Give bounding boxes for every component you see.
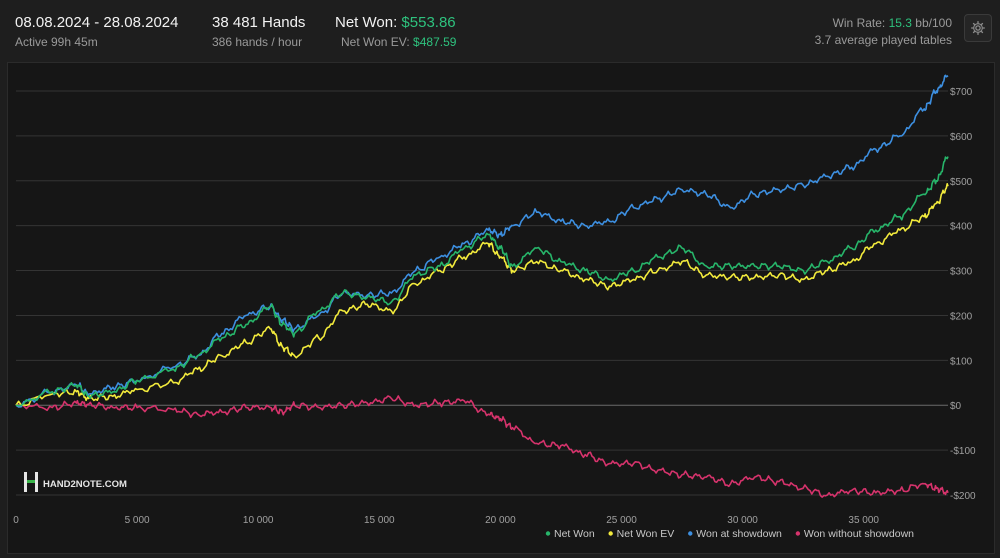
y-tick-label: $300 bbox=[950, 267, 973, 278]
profit-chart: -$200 -$100 $0 $100 $200 $300 $400 $500 $600 $700… bbox=[13, 74, 976, 540]
x-tick-label: 35 000 bbox=[848, 515, 879, 526]
net-won-summary: Net Won: $553.86 bbox=[335, 14, 456, 31]
y-tick-label: -$100 bbox=[950, 446, 976, 457]
legend-label-no_showdown: Won without showdown bbox=[804, 528, 914, 540]
x-tick-label: 10 000 bbox=[243, 515, 274, 526]
x-tick-label: 30 000 bbox=[727, 515, 758, 526]
net-won-ev-label: Net Won EV: bbox=[341, 35, 410, 49]
legend-marker-net_won bbox=[545, 531, 551, 536]
x-tick-label: 25 000 bbox=[606, 515, 637, 526]
win-rate-value: 15.3 bbox=[888, 16, 912, 30]
legend-marker-no_showdown bbox=[795, 531, 801, 536]
hand2note-logo: HAND2NOTE.COM bbox=[24, 472, 127, 492]
legend-label-showdown: Won at showdown bbox=[696, 528, 782, 540]
net-won-label: Net Won: bbox=[335, 14, 398, 31]
y-tick-label: $500 bbox=[950, 177, 973, 188]
y-tick-label: -$200 bbox=[950, 491, 976, 502]
y-tick-label: $700 bbox=[950, 87, 973, 98]
stats-header: 08.08.2024 - 28.08.2024 Active 99h 45m 3… bbox=[0, 0, 1000, 62]
x-tick-label: 15 000 bbox=[364, 515, 395, 526]
legend-label-net_won: Net Won bbox=[554, 528, 595, 540]
legend-marker-net_won_ev bbox=[608, 531, 613, 536]
date-range: 08.08.2024 - 28.08.2024 bbox=[15, 14, 179, 31]
series-line-showdown bbox=[15, 74, 949, 408]
date-block: 08.08.2024 - 28.08.2024 Active 99h 45m bbox=[15, 14, 178, 49]
win-rate: Win Rate: 15.3 bb/100 bbox=[815, 16, 952, 30]
y-tick-label: $0 bbox=[950, 401, 962, 412]
legend-marker-showdown bbox=[688, 531, 693, 536]
series-line-no_showdown bbox=[15, 395, 949, 498]
net-won-ev-value: $487.59 bbox=[413, 35, 457, 49]
logo-text: HAND2NOTE.COM bbox=[43, 479, 127, 490]
y-tick-label: $600 bbox=[950, 132, 973, 143]
y-tick-label: $400 bbox=[950, 222, 973, 233]
net-won-value: $553.86 bbox=[401, 14, 456, 31]
series-line-net_won bbox=[15, 156, 949, 407]
hands-per-hour: 386 hands / hour bbox=[212, 35, 303, 49]
gear-icon bbox=[971, 21, 985, 35]
y-tick-label: $100 bbox=[950, 356, 973, 367]
winrate-block: Win Rate: 15.3 bb/100 3.7 average played… bbox=[815, 16, 952, 50]
x-tick-label: 5 000 bbox=[125, 515, 150, 526]
legend-label-net_won_ev: Net Won EV bbox=[617, 528, 675, 540]
win-rate-label: Win Rate: bbox=[832, 16, 886, 30]
settings-button[interactable] bbox=[964, 14, 992, 42]
win-rate-unit: bb/100 bbox=[915, 16, 952, 30]
x-tick-label: 20 000 bbox=[485, 515, 516, 526]
hands-block: 38 481 Hands 386 hands / hour bbox=[212, 14, 305, 49]
average-tables: 3.7 average played tables bbox=[814, 33, 952, 47]
chart-panel: -$200 -$100 $0 $100 $200 $300 $400 $500 $600 $700… bbox=[7, 62, 995, 554]
series-line-net_won_ev bbox=[15, 183, 949, 407]
net-won-ev-summary: Net Won EV: $487.59 bbox=[335, 35, 456, 49]
y-tick-label: $200 bbox=[950, 311, 973, 322]
x-tick-label: 0 bbox=[13, 515, 19, 526]
net-won-block: Net Won: $553.86 Net Won EV: $487.59 bbox=[335, 14, 456, 49]
active-time: Active 99h 45m bbox=[15, 35, 98, 49]
hands-count: 38 481 Hands bbox=[212, 14, 306, 31]
